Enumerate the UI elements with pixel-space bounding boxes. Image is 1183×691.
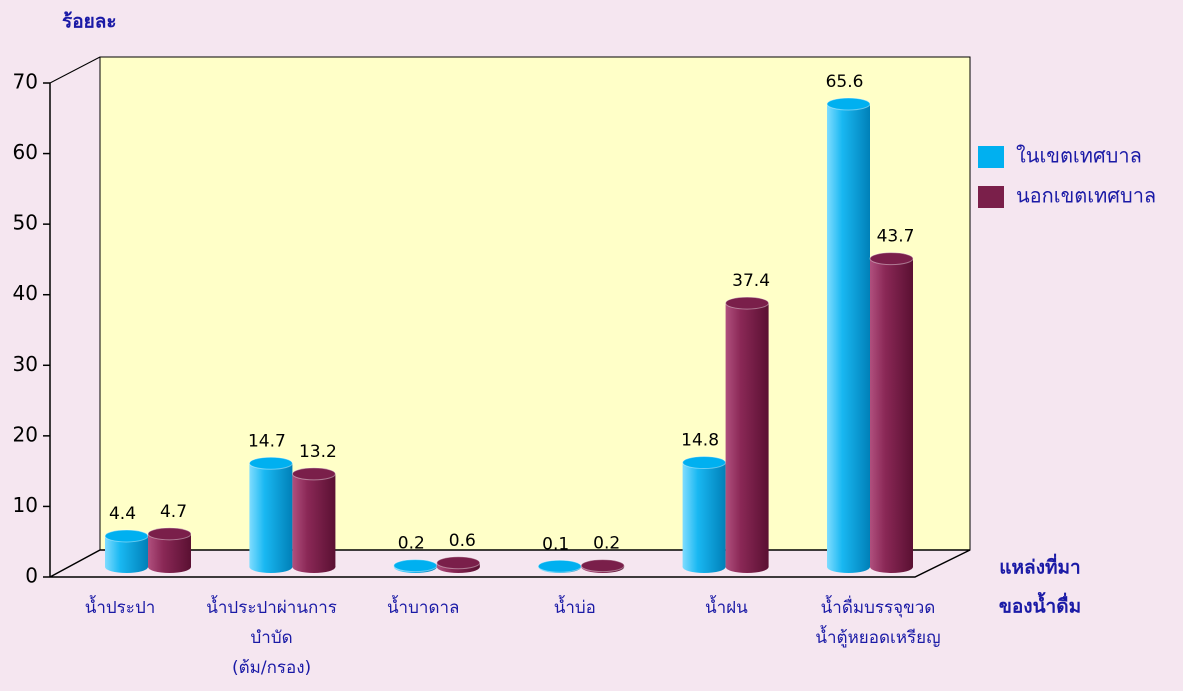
x-tick-label: บำบัด — [251, 628, 293, 648]
x-tick-label: น้ำดื่มบรรจุขวด — [821, 595, 936, 618]
x-tick-label: น้ำประปา — [85, 595, 156, 618]
bar-top — [869, 252, 914, 266]
y-tick-label: 70 — [13, 70, 38, 94]
bar-top — [682, 456, 727, 470]
bar-body — [249, 463, 293, 567]
y-tick-label: 50 — [13, 211, 38, 235]
data-label: 43.7 — [877, 227, 915, 247]
bar — [869, 252, 914, 573]
bar — [436, 556, 481, 573]
bar-top — [725, 296, 770, 310]
x-tick-label: น้ำบ่อ — [554, 595, 596, 618]
bar-top — [104, 529, 149, 543]
data-label: 13.2 — [299, 442, 337, 462]
data-label: 0.2 — [398, 534, 425, 554]
x-tick-label: น้ำประปาผ่านการ — [206, 595, 337, 618]
bar — [580, 559, 625, 573]
bar — [826, 97, 871, 573]
bar-top — [393, 559, 438, 573]
bar — [248, 456, 293, 573]
y-axis-label: ร้อยละ — [62, 11, 117, 33]
data-label: 65.6 — [826, 72, 864, 92]
x-tick-label: น้ำฝน — [705, 595, 748, 618]
y-tick-label: 30 — [13, 352, 38, 376]
data-label: 0.1 — [542, 534, 569, 554]
bar — [104, 529, 149, 573]
legend-label: ในเขตเทศบาล — [1016, 144, 1142, 168]
legend-swatch — [978, 186, 1004, 208]
y-tick-label: 20 — [13, 422, 38, 446]
y-tick-label: 60 — [13, 140, 38, 164]
data-label: 0.6 — [449, 531, 476, 551]
bar-body — [870, 258, 913, 567]
bar-body — [292, 473, 336, 567]
floor — [49, 549, 971, 578]
x-axis-label: ของน้ำดื่ม — [999, 592, 1081, 618]
bar — [725, 296, 770, 573]
data-label: 14.8 — [681, 431, 719, 451]
data-label: 4.7 — [160, 502, 187, 522]
legend-label: นอกเขตเทศบาล — [1016, 184, 1156, 208]
bar-top — [580, 559, 625, 573]
y-tick-label: 40 — [13, 281, 38, 305]
bar-top — [436, 556, 481, 570]
bar-top — [147, 527, 192, 541]
bar — [147, 527, 192, 573]
bar-top — [248, 456, 293, 470]
x-tick-label: น้ำตู้หยอดเหรียญ — [815, 625, 940, 648]
x-axis-label: แหล่งที่มา — [999, 554, 1080, 579]
bar-top — [537, 559, 582, 573]
data-label: 0.2 — [593, 534, 620, 554]
legend-swatch — [978, 146, 1004, 168]
y-tick-label: 10 — [13, 493, 38, 517]
bar — [393, 559, 438, 573]
left-wall-edge — [49, 56, 101, 84]
bar-body — [827, 104, 870, 568]
data-label: 4.4 — [109, 504, 136, 524]
data-label: 37.4 — [732, 271, 770, 291]
x-tick-label: (ต้ม/กรอง) — [232, 658, 311, 678]
y-tick-label: 0 — [25, 564, 38, 588]
bar-top — [826, 97, 871, 111]
bar — [537, 559, 582, 573]
bar-top — [291, 467, 336, 481]
bar — [291, 467, 336, 573]
data-label: 14.7 — [248, 431, 286, 451]
bar — [682, 456, 727, 573]
bar-body — [682, 462, 726, 567]
bar-body — [725, 303, 769, 567]
x-tick-label: น้ำบาดาล — [387, 595, 460, 618]
